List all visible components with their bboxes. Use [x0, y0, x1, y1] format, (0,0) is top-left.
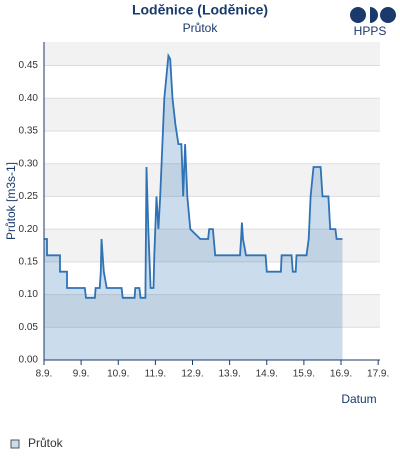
chart-subtitle: Průtok [183, 21, 219, 35]
grid-band [44, 229, 380, 262]
grid-band [44, 294, 380, 328]
legend-label: Průtok [28, 436, 64, 450]
y-axis-label: Průtok [m3s-1] [4, 162, 18, 240]
x-tick-label: 17.9. [367, 369, 389, 380]
x-tick-label: 12.9. [181, 369, 203, 380]
y-tick-label: 0.35 [19, 126, 39, 137]
y-tick-label: 0.15 [19, 256, 39, 267]
area [44, 55, 343, 360]
x-tick-label: 11.9. [145, 369, 167, 380]
y-tick-label: 0.20 [19, 224, 39, 235]
x-tick-label: 9.9. [73, 369, 90, 380]
brand: HPPS [354, 24, 387, 38]
grid-band [44, 98, 380, 131]
x-tick-label: 13.9. [219, 369, 241, 380]
x-tick-label: 15.9. [293, 369, 315, 380]
y-tick-label: 0.05 [19, 322, 39, 333]
y-tick-label: 0.30 [19, 158, 39, 169]
line [44, 52, 343, 299]
x-axis-label: Datum [341, 392, 376, 406]
y-tick-label: 0.25 [19, 191, 39, 202]
grid-band [44, 163, 380, 197]
x-tick-label: 16.9. [330, 369, 352, 380]
logo: HPPS [350, 7, 396, 38]
x-tick-label: 8.9. [36, 369, 53, 380]
y-tick-label: 0.45 [19, 60, 39, 71]
x-tick-label: 14.9. [256, 369, 278, 380]
y-tick-label: 0.10 [19, 289, 39, 300]
y-tick-label: 0.40 [19, 93, 39, 104]
legend-swatch [10, 439, 20, 449]
x-tick-label: 10.9. [107, 369, 129, 380]
grid-band [44, 42, 380, 66]
y-tick-label: 0.00 [19, 355, 39, 366]
chart-title: Loděnice (Loděnice) [132, 2, 268, 18]
